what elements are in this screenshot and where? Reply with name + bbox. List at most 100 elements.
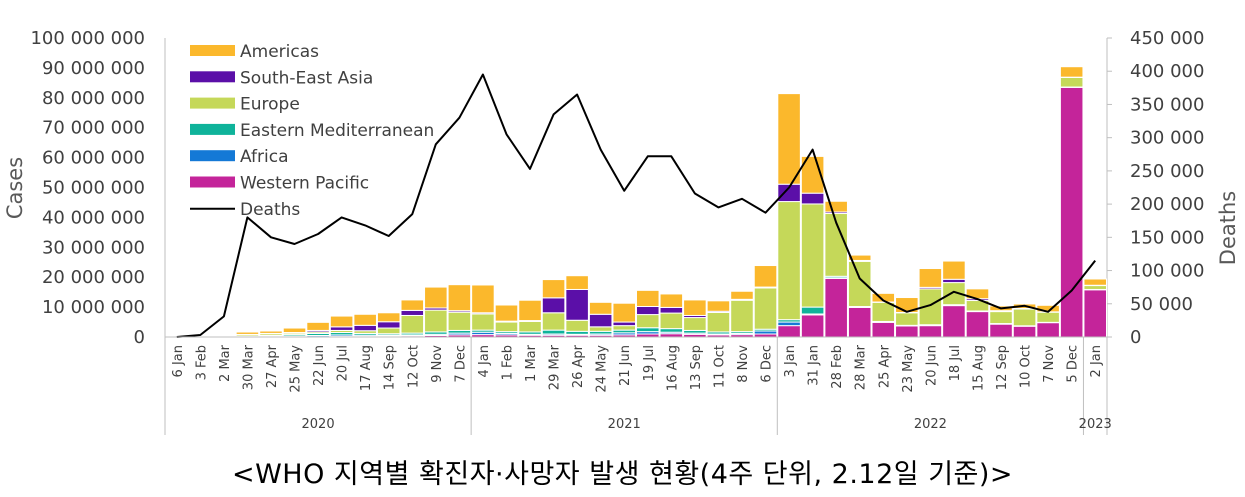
bar: [777, 201, 801, 321]
deaths-series-line: [176, 73, 1096, 338]
bar: [376, 312, 401, 323]
bar: [282, 327, 307, 334]
x-tick-label: 13 Sep: [689, 345, 704, 390]
bar: [1059, 76, 1084, 88]
y2-tick-label: 100 000: [1130, 261, 1204, 282]
y-tick-label: 40 000 000: [42, 207, 145, 228]
bar: [424, 309, 448, 333]
bar: [494, 321, 519, 333]
bar: [400, 309, 425, 316]
bar: [612, 325, 637, 331]
legend-label: Deaths: [240, 200, 300, 220]
bar: [847, 306, 872, 338]
x-tick-label: 28 Feb: [830, 345, 845, 389]
x-tick-label: 15 Aug: [972, 345, 987, 391]
y-tick-label: 80 000 000: [42, 88, 145, 109]
x-tick-label: 5 Dec: [1066, 345, 1081, 383]
legend-label: Eastern Mediterranean: [240, 121, 434, 141]
bar: [753, 287, 778, 330]
x-tick-label: 25 Apr: [877, 344, 892, 388]
chart: 0 10 000 000 20 000 000 30 000 000 40 000 00…: [3, 28, 1240, 435]
x-tick-label: 29 Mar: [548, 344, 563, 390]
bar: [847, 254, 872, 261]
x-tick-label: 17 Aug: [359, 345, 374, 391]
x-tick-label: 18 Jul: [948, 345, 963, 381]
x-tick-label: 1 Mar: [524, 344, 539, 382]
y2-tick-label: 50 000: [1130, 294, 1193, 315]
x-tick-label: 26 Apr: [571, 344, 586, 388]
x-tick-label: 9 Nov: [430, 345, 445, 383]
legend-label: Europe: [240, 95, 300, 115]
x-tick-label: 4 Jan: [477, 345, 492, 377]
bar: [400, 314, 425, 334]
bar: [541, 312, 566, 331]
bar: [424, 286, 448, 309]
bar: [541, 297, 566, 314]
bar: [235, 331, 260, 335]
legend-swatch: [190, 45, 235, 56]
bar: [1083, 285, 1107, 290]
y2-tick-label: 450 000: [1130, 28, 1204, 49]
x-tick-label: 10 Oct: [1019, 345, 1034, 388]
bar: [306, 321, 330, 331]
bar: [541, 329, 566, 335]
x-tick-label: 12 Sep: [995, 345, 1010, 390]
legend-swatch: [190, 176, 235, 188]
x-tick-label: 8 Nov: [736, 345, 751, 383]
bar: [824, 200, 848, 213]
legend-label: Western Pacific: [240, 174, 369, 194]
bar: [871, 321, 896, 338]
axes: 0 10 000 000 20 000 000 30 000 000 40 000 00…: [30, 28, 1204, 348]
y2-tick-label: 0: [1130, 327, 1141, 348]
bar: [471, 284, 495, 314]
bar: [612, 321, 637, 327]
bar: [847, 260, 872, 308]
bar: [659, 293, 684, 308]
legend-label: Americas: [240, 42, 319, 62]
x-tick-label: 6 Jan: [171, 345, 186, 377]
bar: [400, 299, 425, 311]
year-label: 2022: [914, 417, 947, 432]
x-tick-label: 28 Mar: [854, 344, 869, 390]
chart-caption: <WHO 지역별 확진자·사망자 발생 현황(4주 단위, 2.12일 기준)>: [231, 459, 1014, 490]
bar: [895, 325, 919, 338]
x-tick-label: 20 Jul: [336, 345, 351, 381]
legend-label: South-East Asia: [240, 68, 373, 88]
x-tick-label: 22 Jun: [312, 345, 327, 386]
y-tick-label: 100 000 000: [30, 28, 145, 49]
deaths-line: [176, 73, 1096, 338]
x-tick-label: 3 Feb: [194, 345, 209, 380]
bar: [989, 311, 1013, 325]
bar: [753, 265, 778, 288]
bar: [800, 203, 825, 308]
x-tick-label: 12 Oct: [406, 345, 421, 388]
bar: [800, 192, 825, 205]
bar: [965, 311, 990, 338]
bar: [612, 302, 637, 323]
bar: [918, 268, 943, 288]
x-tick-label: 1 Feb: [501, 345, 516, 380]
x-tick-label: 19 Jul: [642, 345, 657, 381]
bar: [777, 321, 801, 327]
bar: [494, 304, 519, 322]
year-label: 2020: [302, 417, 335, 432]
y2-tick-label: 400 000: [1130, 61, 1204, 82]
x-tick-label: 2 Jan: [1089, 345, 1104, 377]
legend-swatch: [190, 150, 235, 162]
bar: [353, 313, 377, 326]
legend-swatch: [190, 97, 235, 109]
bar: [1083, 289, 1107, 338]
bar: [706, 311, 731, 333]
y-tick-label: 90 000 000: [42, 58, 145, 79]
bar: [683, 317, 707, 331]
bar: [329, 326, 354, 331]
bar: [824, 277, 848, 338]
x-axis: 6 Jan 3 Feb 2 Mar 30 Mar 27 Apr 25 May 22 Jun 2…: [164, 336, 1112, 435]
bar: [447, 311, 472, 331]
bars: [165, 66, 1107, 338]
bar: [541, 279, 566, 299]
x-tick-label: 23 May: [901, 345, 916, 393]
bar: [1012, 308, 1037, 327]
bar: [706, 300, 731, 312]
bar: [329, 315, 354, 328]
